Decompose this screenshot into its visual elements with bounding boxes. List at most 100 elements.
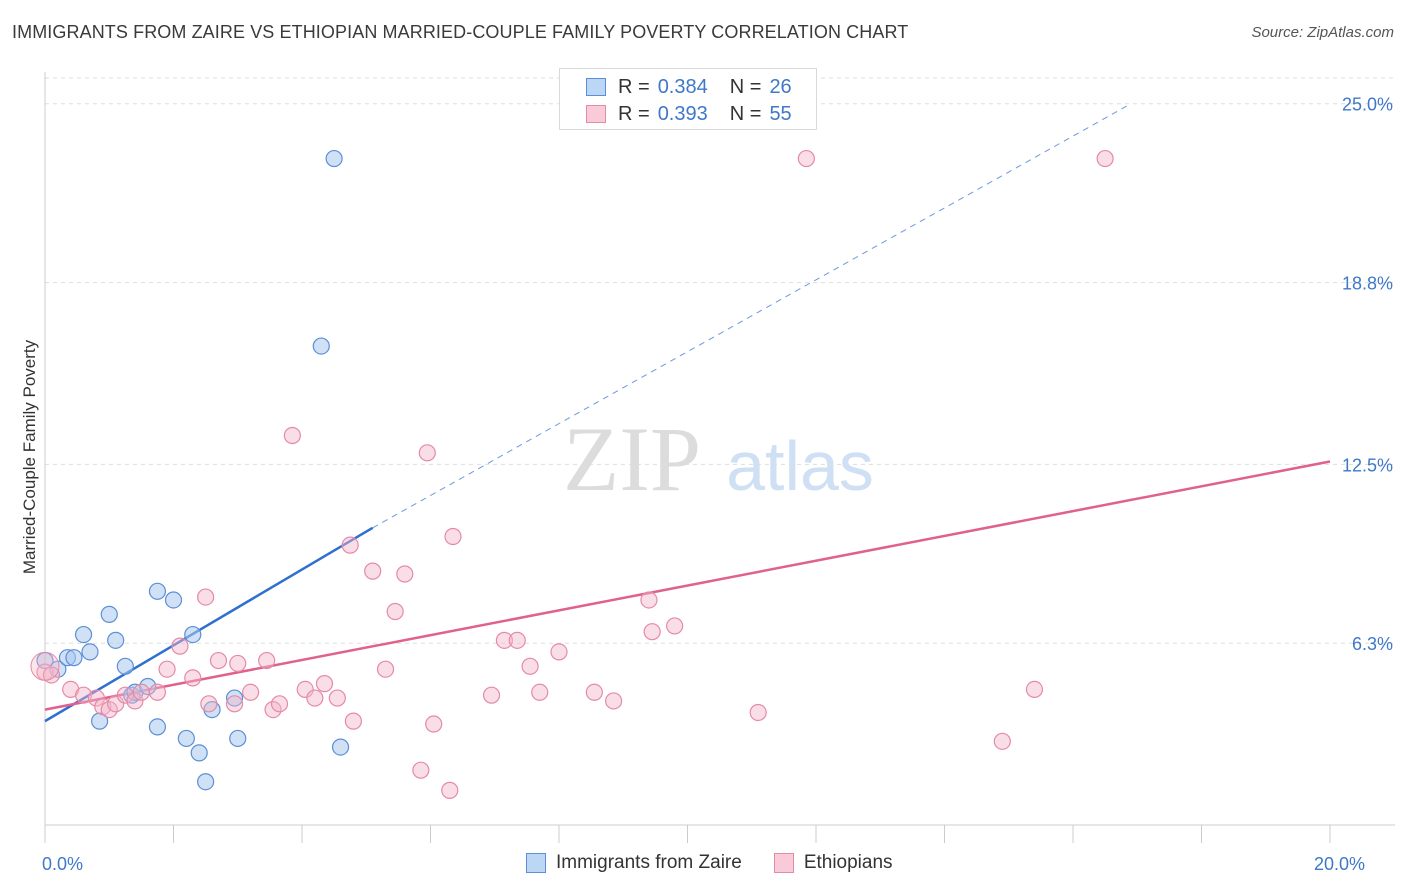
zaire-point: [116, 657, 134, 675]
ethiopian-point: [258, 651, 276, 670]
ethiopian-point: [495, 631, 513, 649]
zaire-point: [65, 649, 83, 667]
legend-row-zaire: R = 0.384 N = 26: [586, 75, 792, 99]
legend-row-ethiopians: R = 0.393 N = 55: [586, 102, 792, 126]
zaire-trendline-extension: [372, 103, 1132, 529]
watermark-atlas: atlas: [726, 427, 874, 505]
ethiopian-point: [87, 689, 106, 707]
zaire-point: [225, 689, 244, 707]
ethiopian-point: [364, 562, 382, 580]
zaire-point: [107, 631, 125, 649]
zaire-trendline: [44, 526, 374, 723]
zaire-point: [190, 744, 208, 762]
ethiopian-point: [209, 651, 228, 670]
ethiopian-point: [508, 631, 526, 649]
zaire-point: [229, 729, 247, 748]
ethiopian-point: [158, 660, 176, 678]
ethiopian-point: [344, 712, 362, 730]
zaire-legend-label: Immigrants from Zaire: [556, 852, 742, 873]
n-label: N =: [729, 102, 762, 125]
ethiopian-point: [74, 686, 93, 704]
ethiopian-point: [749, 703, 767, 722]
watermark-zip: ZIP: [563, 408, 701, 510]
zaire-point: [148, 582, 167, 600]
zaire-point: [91, 712, 109, 730]
ethiopian-point: [1025, 680, 1044, 699]
tick-label-layer: 6.3% 12.5% 18.8% 25.0% 0.0% 20.0%: [42, 95, 1393, 874]
ethiopians-swatch: [586, 105, 606, 123]
chart-title: IMMIGRANTS FROM ZAIRE VS ETHIOPIAN MARRI…: [12, 22, 909, 42]
zaire-point: [100, 605, 118, 623]
ethiopians-legend-label: Ethiopians: [803, 852, 893, 873]
r-label: R =: [618, 102, 650, 125]
ethiopian-point: [148, 683, 167, 701]
n-label: N =: [729, 75, 762, 98]
ethiopian-point: [328, 689, 346, 707]
ethiopian-point: [42, 666, 61, 684]
trendline-layer: [44, 103, 1331, 723]
source-label: Source: ZipAtlas.com: [1251, 24, 1394, 41]
zaire-point: [148, 718, 167, 736]
ethiopian-point: [993, 732, 1011, 750]
ethiopian-point: [441, 781, 459, 799]
ethiopians-r-value: 0.393: [657, 102, 708, 125]
points-layer: [30, 149, 1114, 799]
ethiopians-n-value: 55: [769, 102, 792, 125]
cluster-point: [30, 651, 60, 681]
zaire-point: [177, 729, 195, 748]
r-label: R =: [618, 75, 650, 98]
y-tick-label: 12.5%: [1342, 455, 1393, 475]
ethiopian-point: [444, 527, 462, 546]
zaire-n-value: 26: [769, 75, 792, 98]
y-tick-label: 18.8%: [1342, 274, 1393, 294]
ethiopian-point: [315, 675, 334, 693]
zaire-swatch: [586, 78, 606, 96]
series-legend: Immigrants from Zaire Ethiopians: [526, 852, 925, 874]
ethiopian-point: [386, 602, 404, 621]
ethiopian-point: [126, 692, 144, 710]
ethiopian-point: [640, 591, 658, 609]
ethiopian-point: [643, 623, 661, 641]
ethiopian-point: [482, 686, 501, 704]
ethiopian-point: [376, 660, 395, 678]
ethiopian-point: [425, 715, 443, 733]
zaire-point: [331, 738, 350, 756]
ethiopian-point: [585, 683, 603, 701]
zaire-legend-swatch: [526, 853, 546, 873]
ethiopian-point: [270, 695, 289, 713]
ethiopian-point: [296, 680, 314, 699]
legend-item-ethiopians[interactable]: Ethiopians: [773, 852, 893, 874]
ethiopian-point: [666, 617, 684, 635]
ethiopian-point: [184, 669, 202, 687]
ethiopian-trendline: [44, 460, 1331, 711]
legend-item-zaire[interactable]: Immigrants from Zaire: [526, 852, 742, 874]
zaire-r-value: 0.384: [657, 75, 708, 98]
ethiopian-point: [605, 692, 623, 710]
x-tick-label: 20.0%: [1314, 854, 1365, 874]
ethiopian-point: [418, 444, 436, 462]
ethiopian-point: [396, 565, 414, 583]
ethiopian-point: [1096, 149, 1114, 168]
ethiopian-point: [264, 700, 282, 719]
zaire-point: [74, 625, 93, 644]
ethiopian-point: [197, 588, 215, 606]
zaire-point: [197, 773, 215, 791]
zaire-point: [325, 149, 343, 168]
ethiopian-point: [306, 689, 324, 707]
ethiopian-point: [412, 761, 430, 779]
y-tick-label: 6.3%: [1352, 634, 1393, 654]
ethiopian-point: [341, 536, 359, 554]
zaire-point: [312, 337, 330, 355]
grid-layer: [45, 77, 1395, 644]
ethiopian-point: [242, 683, 260, 701]
ethiopian-point: [225, 695, 244, 713]
ethiopian-point: [132, 683, 150, 701]
zaire-point: [184, 625, 202, 644]
correlation-legend: R = 0.384 N = 26 R = 0.393 N = 55: [559, 68, 817, 130]
ethiopian-point: [229, 654, 247, 673]
ethiopian-point: [550, 643, 568, 661]
ethiopian-point: [171, 637, 189, 655]
ethiopians-legend-swatch: [773, 853, 794, 873]
ethiopian-point: [531, 683, 549, 701]
